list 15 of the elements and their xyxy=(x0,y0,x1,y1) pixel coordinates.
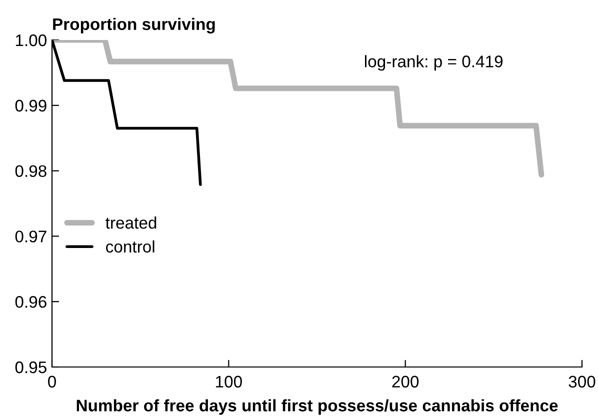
y-tick-label: 0.99 xyxy=(15,100,46,112)
x-tick-label: 100 xyxy=(216,376,242,388)
x-tick-label: 0 xyxy=(48,376,56,388)
annotation: log-rank: p = 0.419 xyxy=(365,55,503,71)
legend-label: treated xyxy=(106,216,156,229)
y-tick-label: 0.97 xyxy=(15,230,46,242)
x-tick-label: 200 xyxy=(392,376,419,388)
y-axis-title: Proportion surviving xyxy=(53,18,215,34)
x-axis-title: Number of free days until first possess/use cannabis offence xyxy=(76,399,558,415)
y-tick-label: 0.98 xyxy=(15,165,46,178)
y-tick-label: 0.96 xyxy=(15,296,46,308)
y-tick-label: 0.95 xyxy=(15,361,46,374)
legend-label: control xyxy=(106,240,154,253)
x-tick-label: 300 xyxy=(568,376,596,388)
y-tick-label: 1.00 xyxy=(16,34,46,46)
